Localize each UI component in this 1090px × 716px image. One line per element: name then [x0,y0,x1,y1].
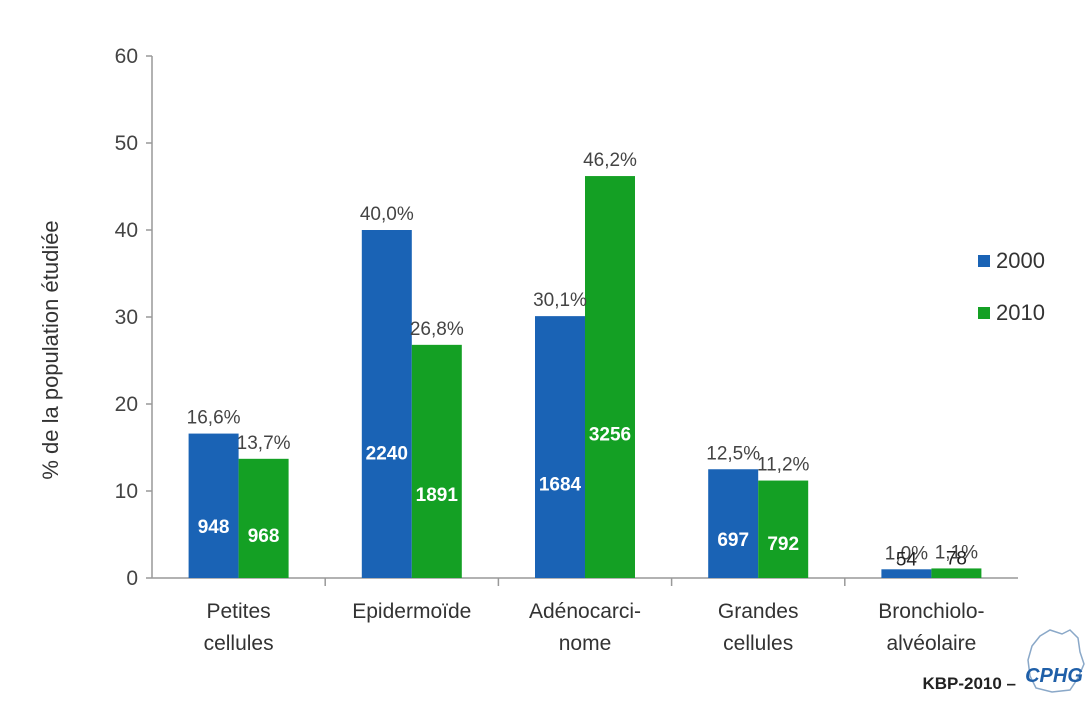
bar-2010-2 [585,176,635,578]
x-tick-label: Adénocarci- [529,600,641,623]
legend-swatch [978,255,990,267]
bar-2000-0 [188,433,239,578]
data-label-percent: 16,6% [187,408,241,429]
bar-2000-2 [535,316,585,578]
legend: 2000 2010 [978,248,1045,325]
data-label-count: 54 [896,549,918,570]
y-tick-label: 20 [115,393,138,416]
x-tick-label: Bronchiolo- [878,600,984,623]
x-tick-label: nome [559,632,612,655]
data-label-count: 948 [198,517,230,538]
bar-2000-1 [361,230,412,578]
data-label-count: 1684 [539,475,582,496]
data-label-count: 78 [946,548,967,569]
legend-label: 2010 [996,300,1045,325]
bar-2000-3 [708,469,759,578]
legend-swatch [978,307,990,319]
x-tick-label: Grandes [718,600,799,623]
bar-2010-3 [758,480,809,578]
data-label-percent: 11,2% [757,455,810,476]
bar-2010-1 [411,344,462,578]
data-label-percent: 1,1% [935,542,978,563]
data-label-percent: 12,5% [706,443,760,464]
chart-bars [188,176,982,578]
data-label-percent: 26,8% [410,319,464,340]
bar-2010-4 [931,568,982,578]
y-tick-label: 10 [115,480,138,503]
data-label-percent: 46,2% [583,150,637,171]
data-label-count: 968 [248,526,280,547]
y-tick-label: 60 [115,45,138,68]
chart-labels: 16,6% 948 13,7% 968 40,0% 2240 26,8% 1891 30,1% 1… [187,150,978,570]
x-tick-label: Epidermoïde [352,600,471,623]
data-label-count: 792 [767,534,799,555]
y-tick-label: 0 [126,567,138,590]
logo-text: CPHG [1025,665,1083,687]
data-label-percent: 1,0% [885,543,928,564]
bar-2010-0 [238,458,289,578]
x-tick-label: alvéolaire [886,632,976,655]
y-tick-label: 50 [115,132,138,155]
y-tick-label: 40 [115,219,138,242]
data-label-count: 3256 [589,424,631,445]
data-label-percent: 13,7% [237,433,291,454]
x-tick-label: cellules [723,632,793,655]
data-label-count: 697 [717,530,749,551]
chart-axes: 0 10 20 30 40 50 60 Petites cellules Epidermoïde A… [115,45,1018,655]
credit-text: KBP-2010 – [922,674,1016,693]
data-label-percent: 40,0% [360,204,414,225]
bar-2000-4 [881,569,932,578]
legend-label: 2000 [996,248,1045,273]
data-label-count: 2240 [366,444,408,465]
y-axis-label: % de la population étudiée [38,220,63,479]
data-label-count: 1891 [416,485,459,506]
y-tick-label: 30 [115,306,138,329]
x-tick-label: cellules [204,632,274,655]
data-label-percent: 30,1% [533,290,587,311]
footer-credit: KBP-2010 – CPHG [922,629,1085,693]
cphg-logo: CPHG [1025,629,1085,693]
x-tick-label: Petites [206,600,270,623]
